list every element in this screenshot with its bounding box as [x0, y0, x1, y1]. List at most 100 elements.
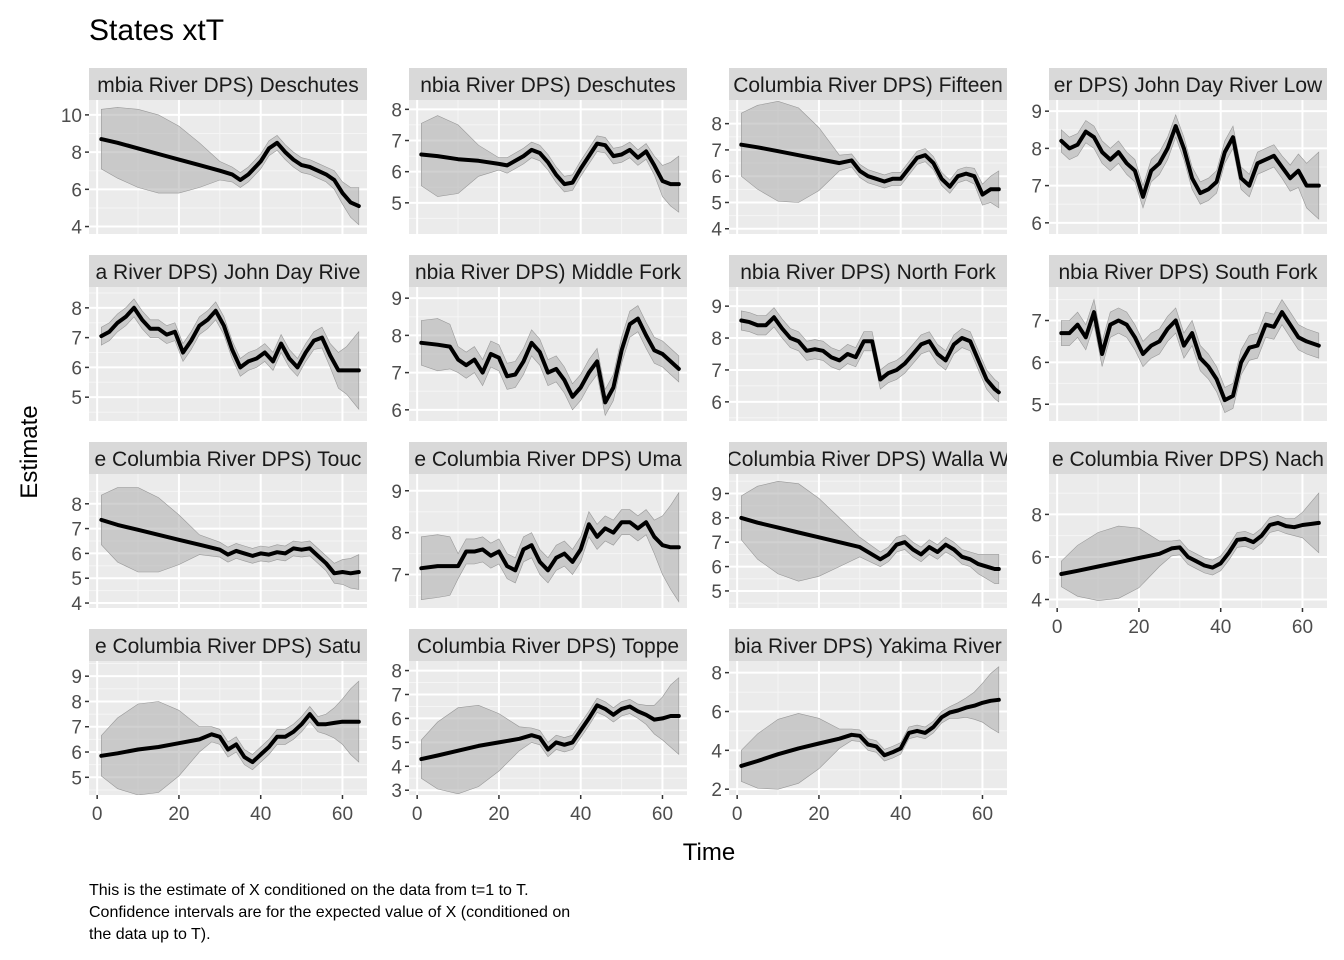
y-tick-label: 5	[711, 193, 722, 214]
facet-strip-label: a River DPS) John Day Rive	[96, 261, 361, 284]
x-tick-label: 20	[488, 804, 509, 825]
facet-strip	[1049, 255, 1327, 287]
panel-background	[409, 474, 687, 608]
facet-strip-label: nbia River DPS) North Fork	[740, 261, 996, 284]
facet-panel: mbia River DPS) Deschutes 4 6 8 10	[61, 68, 367, 239]
facet-strip	[89, 629, 367, 661]
x-tick-label: 0	[732, 804, 743, 825]
estimate-line	[419, 141, 681, 187]
y-tick-label: 6	[711, 702, 722, 723]
x-tick-label: 60	[332, 804, 353, 825]
facet-strip-label: er DPS) John Day River Low	[1054, 74, 1323, 97]
y-tick-label: 8	[71, 495, 82, 516]
facet-panel: e Columbia River DPS) Satu 5 6 7 8 9 0 20 40 60	[71, 629, 367, 825]
x-tick-label: 20	[168, 804, 189, 825]
x-tick-label: 0	[412, 804, 423, 825]
facet-strip-label: e Columbia River DPS) Touc	[95, 448, 362, 471]
facet-strip	[729, 68, 1007, 100]
x-axis-label: Time	[683, 839, 735, 866]
y-tick-label: 5	[711, 582, 722, 603]
confidence-ribbon	[101, 487, 360, 590]
y-tick-label: 5	[391, 194, 402, 215]
confidence-ribbon	[1061, 492, 1320, 601]
facet-panel: bia River DPS) Yakima River 2 4 6 8 0 20 40 60	[711, 629, 1007, 825]
confidence-ribbon	[1061, 298, 1320, 414]
estimate-line	[739, 142, 1001, 197]
y-tick-label: 8	[391, 524, 402, 545]
y-tick-label: 9	[1031, 102, 1042, 123]
x-tick-label: 0	[1052, 617, 1063, 638]
estimate-line	[1059, 520, 1321, 576]
facet-strip	[89, 442, 367, 474]
facet-panel: nbia River DPS) Middle Fork 6 7 8 9	[391, 255, 687, 422]
y-tick-label: 7	[711, 533, 722, 554]
x-tick-label: 0	[92, 804, 103, 825]
y-tick-label: 2	[711, 780, 722, 801]
facet-panel: Columbia River DPS) Toppe 3 4 5 67 8 0 20 40 60	[391, 629, 687, 825]
x-tick-label: 40	[890, 804, 911, 825]
facet-strip-label: Columbia River DPS) Toppe	[417, 635, 679, 658]
facet-strip	[729, 629, 1007, 661]
y-tick-label: 8	[711, 509, 722, 530]
y-tick-label: 4	[1031, 590, 1042, 611]
y-tick-label: 8	[391, 100, 402, 121]
y-tick-label: 6	[391, 163, 402, 184]
x-tick-label: 20	[808, 804, 829, 825]
y-tick-label: 6	[1031, 353, 1042, 374]
facet-strip-label: mbia River DPS) Deschutes	[97, 74, 358, 97]
y-tick-label: 8	[711, 329, 722, 350]
y-tick-label: 4	[711, 741, 722, 762]
y-tick-label: 6	[1031, 214, 1042, 235]
x-tick-label: 60	[972, 804, 993, 825]
x-tick-label: 40	[250, 804, 271, 825]
x-tick-label: 40	[1210, 617, 1231, 638]
y-tick-label: 6	[71, 743, 82, 764]
y-tick-label: 6	[711, 558, 722, 579]
y-tick-label: 7	[71, 329, 82, 350]
confidence-ribbon	[421, 491, 680, 603]
confidence-ribbon	[101, 298, 360, 410]
estimate-line	[99, 517, 361, 576]
x-tick-label: 60	[1292, 617, 1313, 638]
facet-panel: Columbia River DPS) Fifteen 4 5 6 7 8	[711, 68, 1007, 241]
facet-strip-label: e Columbia River DPS) Satu	[95, 635, 361, 658]
y-tick-label: 7	[391, 686, 402, 707]
y-tick-label: 7	[391, 364, 402, 385]
facet-panel: nbia River DPS) North Fork 6 7 8 9	[711, 255, 1007, 421]
y-tick-label: 6	[391, 709, 402, 730]
confidence-ribbon	[421, 677, 680, 795]
estimate-line	[99, 305, 361, 373]
y-tick-label: 8	[1031, 139, 1042, 160]
estimate-line	[419, 316, 681, 405]
facet-strip	[409, 68, 687, 100]
y-tick-label: 9	[391, 482, 402, 503]
y-tick-label: 6	[711, 167, 722, 188]
facet-panel: nbia River DPS) South Fork 5 6 7	[1031, 255, 1327, 421]
y-tick-label: 7	[391, 566, 402, 587]
y-tick-label: 7	[711, 361, 722, 382]
y-tick-label: 8	[71, 299, 82, 320]
facet-panel: a River DPS) John Day Rive 5 6 7 8	[71, 255, 367, 421]
y-tick-label: 7	[1031, 312, 1042, 333]
y-tick-label: 8	[391, 326, 402, 347]
x-tick-label: 40	[570, 804, 591, 825]
y-tick-label: 9	[71, 667, 82, 688]
facet-strip	[1049, 442, 1327, 474]
confidence-ribbon	[101, 107, 360, 226]
estimate-line	[1059, 124, 1321, 199]
facet-strip	[89, 68, 367, 100]
facet-strip-label: Columbia River DPS) Walla W	[727, 448, 1010, 471]
facet-strip	[1049, 68, 1327, 100]
facet-panel: er DPS) John Day River Low 6 7 8 9	[1031, 68, 1327, 235]
y-tick-label: 8	[711, 115, 722, 136]
chart-title: States xtT	[89, 14, 224, 47]
facet-strip	[409, 442, 687, 474]
estimate-line	[99, 137, 361, 209]
estimate-line	[99, 712, 361, 765]
x-tick-label: 60	[652, 804, 673, 825]
y-tick-label: 5	[71, 768, 82, 789]
confidence-ribbon	[101, 680, 360, 795]
confidence-ribbon	[741, 100, 1000, 209]
y-tick-label: 7	[71, 718, 82, 739]
